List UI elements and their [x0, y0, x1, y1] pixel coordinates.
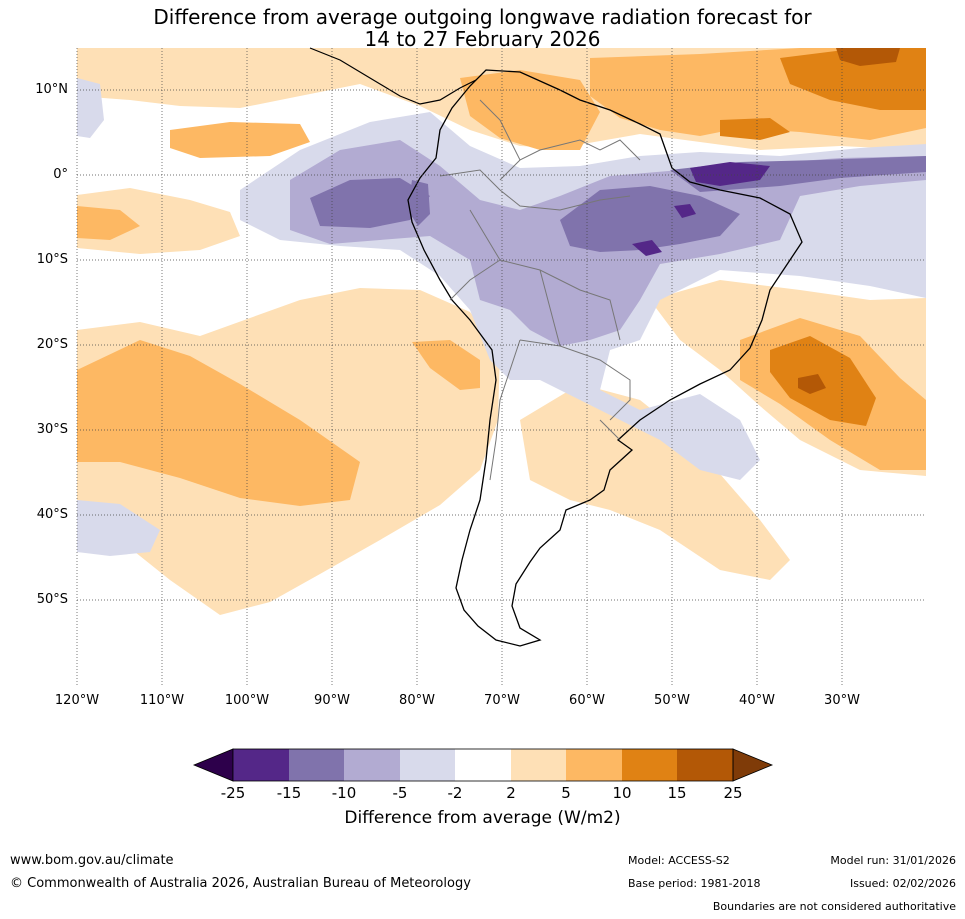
anomaly-region-dark-purple — [632, 240, 662, 256]
coastline-central-america — [309, 47, 477, 105]
colorbar-bin — [622, 749, 677, 781]
anomaly-region-brown — [798, 374, 826, 394]
lon-label: 30°W — [824, 693, 860, 708]
colorbar-bin — [400, 749, 455, 781]
base-period-text: Base period: 1981-2018 — [628, 877, 761, 890]
copyright-text: © Commonwealth of Australia 2026, Austra… — [10, 876, 471, 891]
lon-label: 110°W — [139, 693, 185, 708]
title-line-1: Difference from average outgoing longwav… — [153, 5, 812, 29]
anomaly-region-dark-orange — [780, 48, 926, 110]
country-borders — [439, 99, 641, 481]
colorbar-bin — [511, 749, 566, 781]
disclaimer-text: Boundaries are not considered authoritat… — [712, 900, 956, 913]
anomaly-region-light-orange — [520, 384, 790, 580]
colorbar-tick: 2 — [506, 784, 516, 802]
anomaly-region-dark-orange — [770, 336, 876, 426]
model-run-text: Model run: 31/01/2026 — [830, 854, 956, 867]
colorbar-tick: -2 — [447, 784, 463, 802]
anomaly-region-light-orange — [77, 188, 240, 254]
colorbar-tick: 25 — [723, 784, 743, 802]
colorbar-label: Difference from average (W/m2) — [344, 808, 621, 828]
colorbar-bin — [566, 749, 622, 781]
colorbar-bin — [344, 749, 400, 781]
colorbar-tick: 5 — [561, 784, 571, 802]
colorbar-bin — [289, 749, 344, 781]
anomaly-field — [77, 48, 926, 685]
lat-label: 20°S — [36, 337, 68, 352]
anomaly-region-dark-purple — [674, 204, 696, 218]
anomaly-region-medium-purple — [310, 178, 430, 228]
lon-label: 120°W — [54, 693, 100, 708]
lon-label: 100°W — [224, 693, 270, 708]
colorbar-bin — [455, 749, 511, 781]
lon-label: 80°W — [399, 693, 435, 708]
lat-label: 10°S — [36, 252, 68, 267]
anomaly-region-orange — [77, 206, 140, 240]
anomaly-region-lightest-purple — [77, 78, 104, 138]
anomaly-region-orange — [77, 340, 360, 506]
model-text: Model: ACCESS-S2 — [628, 854, 730, 867]
colorbar-extend-high — [732, 748, 774, 782]
lon-label: 60°W — [569, 693, 605, 708]
colorbar-tick: 15 — [667, 784, 687, 802]
lat-label: 50°S — [36, 592, 68, 607]
lon-label: 50°W — [654, 693, 690, 708]
colorbar-bin — [677, 749, 733, 781]
lon-label: 40°W — [739, 693, 775, 708]
colorbar-tick: -25 — [220, 784, 246, 802]
colorbar-extend-low — [192, 748, 234, 782]
graticule — [76, 48, 926, 685]
colorbar-tick: -15 — [276, 784, 302, 802]
lat-label: 10°N — [35, 82, 68, 97]
lon-label: 70°W — [484, 693, 520, 708]
lat-label: 0° — [53, 167, 68, 182]
anomaly-region-dark-orange — [720, 118, 790, 140]
website-link[interactable]: www.bom.gov.au/climate — [10, 853, 174, 868]
lat-label: 40°S — [36, 507, 68, 522]
colorbar-bin — [233, 749, 289, 781]
anomaly-region-orange — [412, 340, 480, 390]
anomaly-region-medium-purple — [408, 180, 430, 226]
lat-label: 30°S — [36, 422, 68, 437]
colorbar — [192, 748, 774, 782]
colorbar-tick: -10 — [331, 784, 357, 802]
anomaly-region-brown — [836, 48, 900, 66]
lon-label: 90°W — [314, 693, 350, 708]
title-line-2: 14 to 27 February 2026 — [364, 27, 601, 51]
anomaly-region-orange — [170, 122, 310, 158]
anomaly-region-medium-purple — [560, 186, 740, 252]
coastline-south-america — [407, 69, 803, 647]
issued-text: Issued: 02/02/2026 — [849, 877, 956, 890]
colorbar-tick: -5 — [392, 784, 408, 802]
anomaly-region-lightest-purple — [77, 500, 160, 556]
colorbar-tick: 10 — [612, 784, 632, 802]
anomaly-region-dark-purple — [690, 162, 770, 186]
